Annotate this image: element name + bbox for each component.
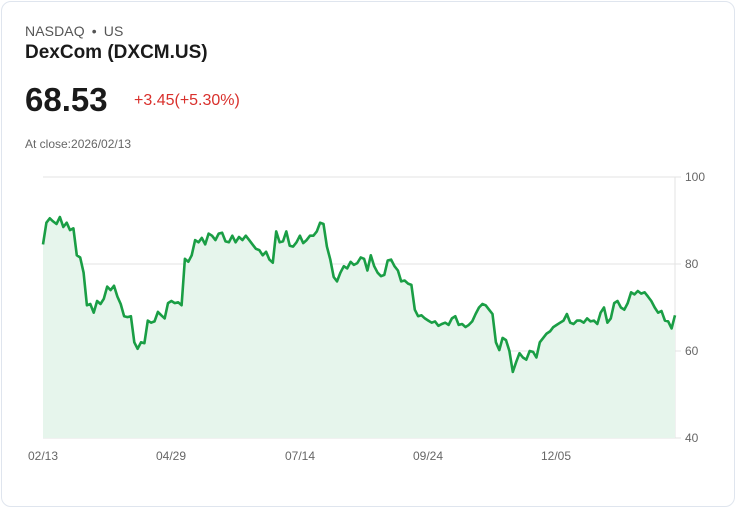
y-axis: 100 80 60 40 <box>685 170 705 445</box>
y-tick-label: 60 <box>685 344 699 358</box>
x-tick-label: 07/14 <box>285 449 315 463</box>
x-axis: 02/13 04/29 07/14 09/24 12/05 <box>28 449 571 463</box>
exchange-line: NASDAQ • US <box>25 23 123 39</box>
current-price: 68.53 <box>25 81 108 118</box>
region: US <box>103 23 124 39</box>
price-change: +3.45(+5.30%) <box>134 92 240 109</box>
x-tick-label: 04/29 <box>156 449 186 463</box>
y-tick-label: 100 <box>685 170 705 184</box>
exchange-name: NASDAQ <box>25 23 85 39</box>
x-tick-label: 09/24 <box>413 449 443 463</box>
separator-dot: • <box>91 23 97 39</box>
close-date: At close:2026/02/13 <box>25 137 132 151</box>
price-line <box>41 215 677 374</box>
x-tick-label: 02/13 <box>28 449 58 463</box>
y-tick-label: 40 <box>685 431 699 445</box>
y-tick-label: 80 <box>685 257 699 271</box>
stock-title: DexCom (DXCM.US) <box>25 42 208 63</box>
price-area-fill <box>43 217 675 438</box>
x-tick-label: 12/05 <box>541 449 571 463</box>
